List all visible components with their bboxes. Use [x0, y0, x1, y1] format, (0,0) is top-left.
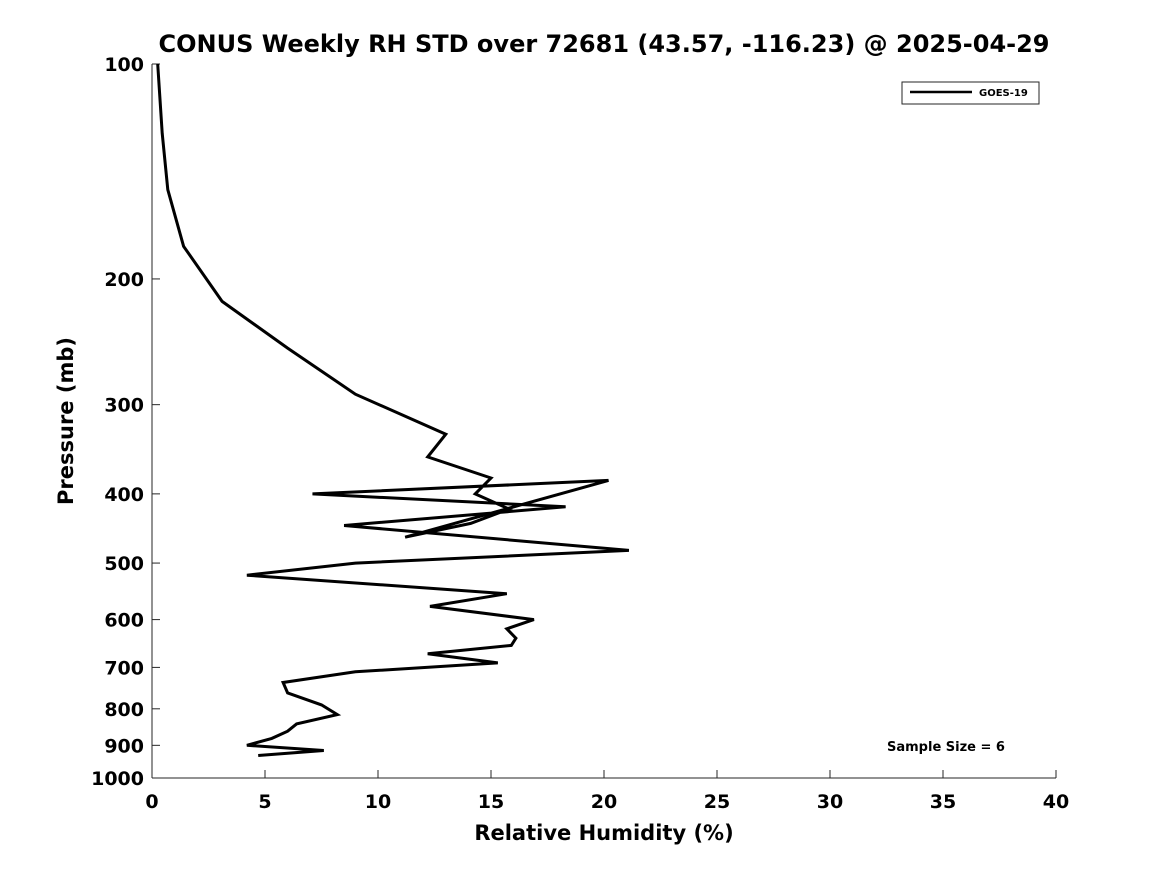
y-tick-label: 700: [104, 657, 144, 679]
y-tick-label: 400: [104, 484, 144, 506]
x-tick-label: 5: [258, 791, 271, 813]
x-tick-label: 10: [365, 791, 391, 813]
y-tick-label: 500: [104, 553, 144, 575]
x-tick-label: 0: [145, 791, 158, 813]
x-axis-label: Relative Humidity (%): [474, 821, 733, 845]
plot-area: 0 5 10 15 20 25 30 35 40 100 200 300 400 500 600 700 80…: [91, 54, 1069, 813]
y-tick-label: 900: [104, 735, 144, 757]
y-tick-label: 100: [104, 54, 144, 76]
series-layer: [156, 63, 630, 757]
x-tick-label: 30: [817, 791, 843, 813]
x-tick-label: 40: [1043, 791, 1069, 813]
chart-title: CONUS Weekly RH STD over 72681 (43.57, -…: [158, 30, 1049, 58]
y-tick-label: 200: [104, 269, 144, 291]
y-tick-label: 1000: [91, 768, 144, 790]
legend: GOES-19: [901, 81, 1040, 105]
y-axis-label: Pressure (mb): [54, 337, 78, 505]
x-ticks: 0 5 10 15 20 25 30 35 40: [145, 770, 1069, 813]
legend-entry-label: GOES-19: [979, 88, 1028, 99]
x-tick-label: 15: [478, 791, 504, 813]
x-tick-label: 20: [591, 791, 617, 813]
x-tick-label: 35: [930, 791, 956, 813]
series-line-goes-19: [156, 63, 630, 757]
sample-size-annotation: Sample Size = 6: [887, 740, 1005, 755]
y-tick-label: 600: [104, 610, 144, 632]
y-tick-label: 800: [104, 699, 144, 721]
y-tick-label: 300: [104, 395, 144, 417]
y-ticks: 100 200 300 400 500 600 700 800 900 1000: [91, 54, 160, 790]
x-tick-label: 25: [704, 791, 730, 813]
